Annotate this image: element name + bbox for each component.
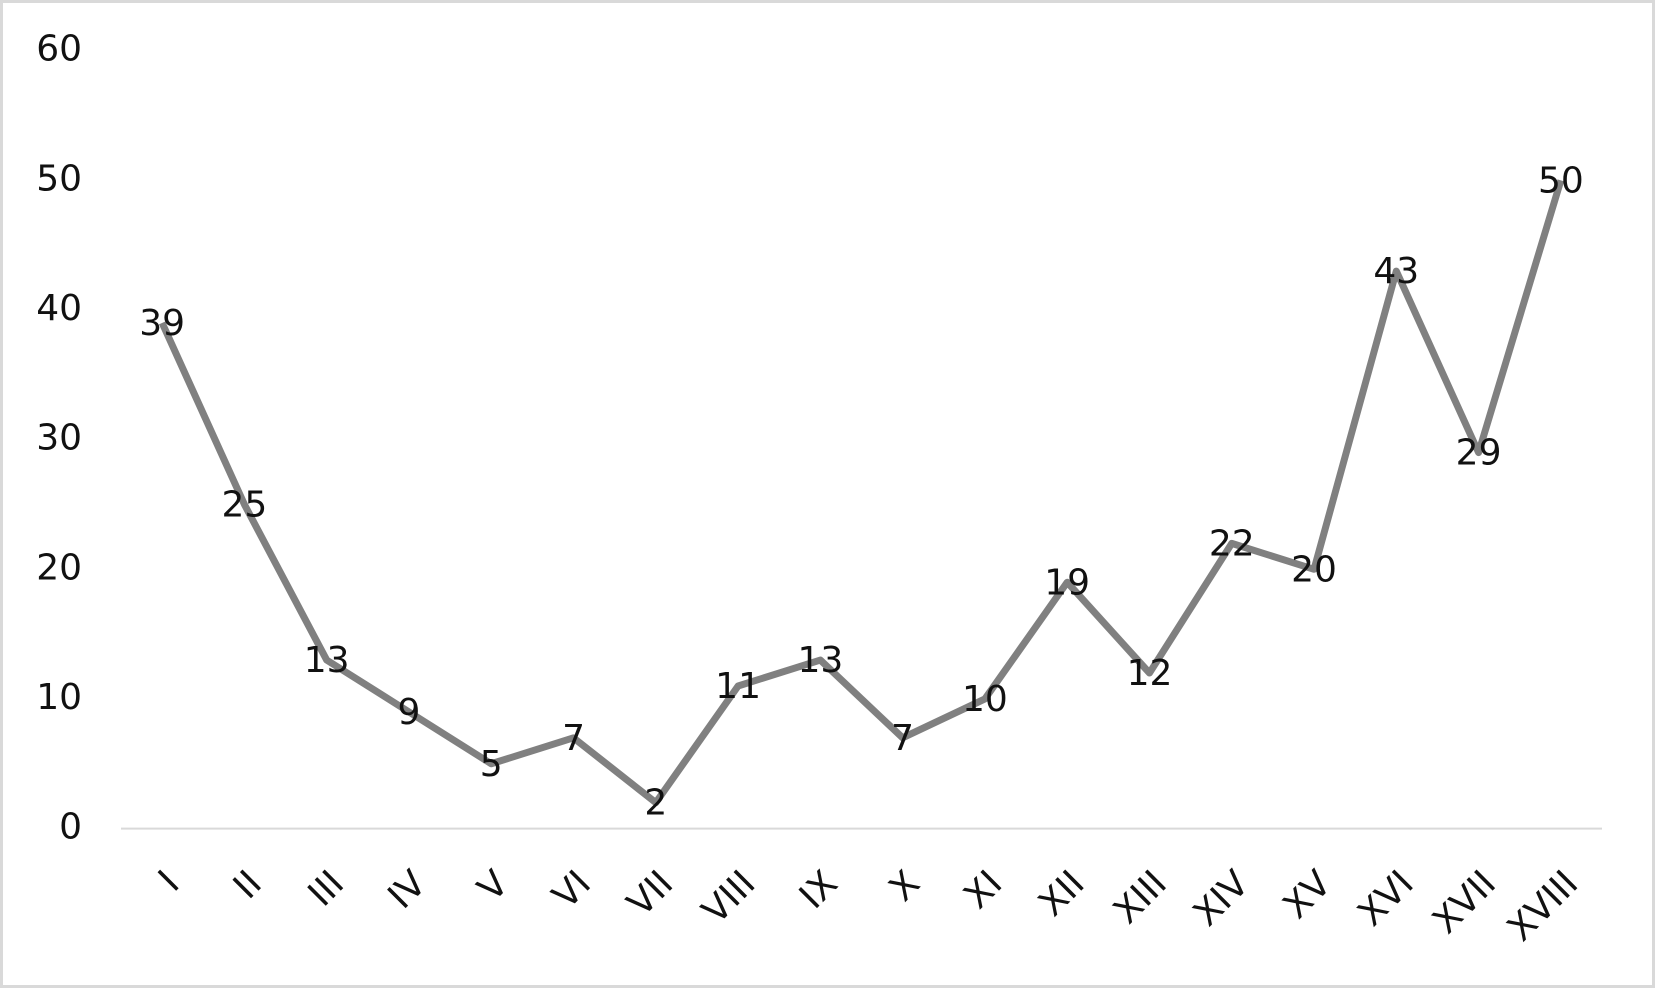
line [158, 179, 1565, 807]
y-tick-label: 30 [36, 418, 82, 459]
y-tick-label: 20 [36, 547, 82, 588]
data-label: 10 [962, 679, 1008, 720]
data-label: 7 [891, 718, 914, 759]
data-label: 7 [562, 718, 585, 759]
data-label: 39 [139, 303, 185, 344]
y-tick-label: 50 [36, 158, 82, 199]
data-label: 11 [715, 666, 761, 707]
data-label: 13 [797, 640, 843, 681]
y-tick-label: 60 [36, 29, 82, 70]
data-label: 2 [644, 783, 667, 824]
y-tick-label: 0 [59, 807, 82, 848]
data-label: 50 [1538, 160, 1584, 201]
data-label: 13 [304, 640, 350, 681]
data-label: 29 [1456, 433, 1502, 474]
y-tick-label: 40 [36, 288, 82, 329]
data-label: 20 [1291, 549, 1337, 590]
data-label: 43 [1373, 251, 1419, 292]
data-label: 25 [222, 484, 268, 525]
y-tick-label: 10 [36, 677, 82, 718]
data-label: 12 [1127, 653, 1173, 694]
data-label: 5 [480, 744, 503, 785]
data-label: 22 [1209, 523, 1255, 564]
data-label: 19 [1044, 562, 1090, 603]
data-label: 9 [398, 692, 421, 733]
